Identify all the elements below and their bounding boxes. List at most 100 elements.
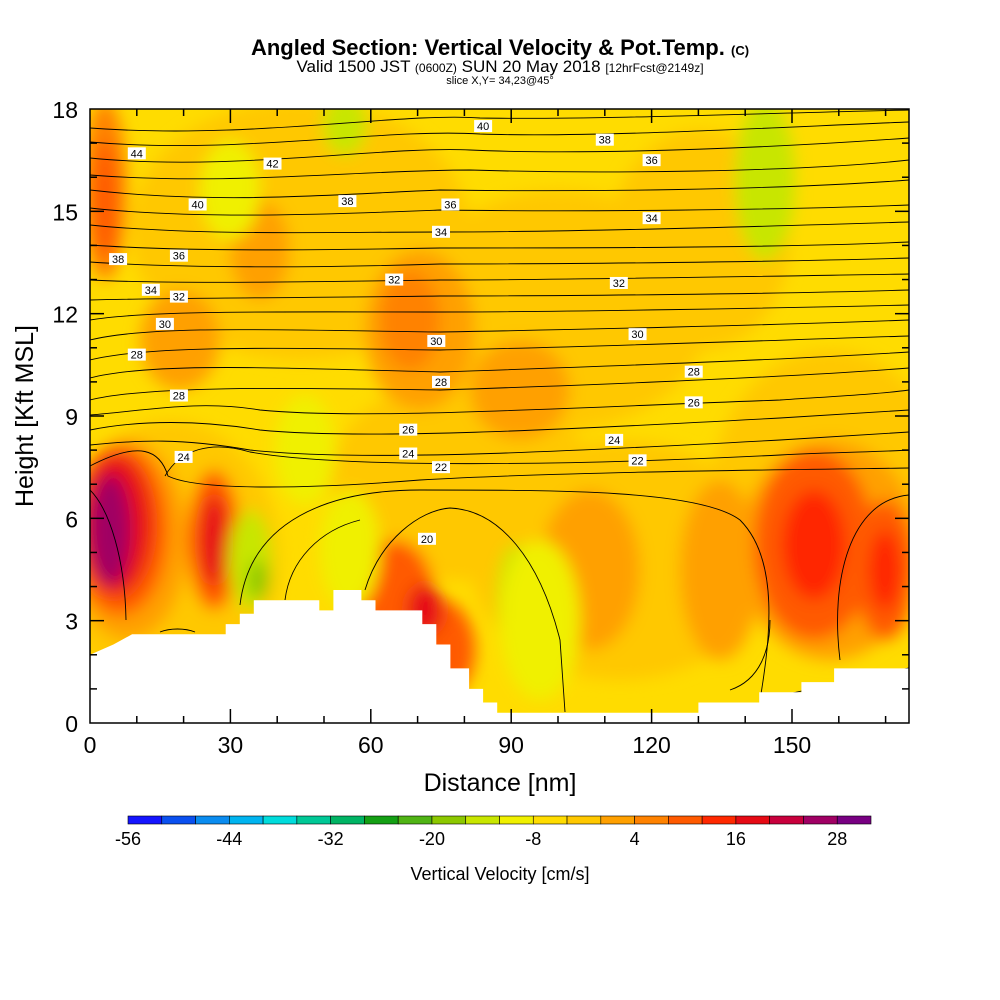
x-tick-label: 30 xyxy=(218,732,244,758)
contour-label: 28 xyxy=(684,365,703,379)
contour-label: 32 xyxy=(385,273,404,287)
colorbar-swatch xyxy=(364,815,399,825)
colorbar-swatch xyxy=(668,815,703,825)
contour-label-text: 32 xyxy=(613,278,625,290)
contour-label-text: 44 xyxy=(131,148,143,160)
colorbar-tick-label: 4 xyxy=(630,829,640,849)
colorbar-label: Vertical Velocity [cm/s] xyxy=(410,864,589,884)
x-tick-label: 60 xyxy=(358,732,384,758)
contour-label-text: 30 xyxy=(631,329,643,341)
colorbar-swatch xyxy=(836,815,872,825)
contour-label-text: 38 xyxy=(599,135,611,147)
x-tick-label: 120 xyxy=(632,732,670,758)
terrain-mask xyxy=(90,590,909,723)
colorbar-swatch xyxy=(296,815,331,825)
contour-label-text: 36 xyxy=(173,251,185,263)
contour-label: 34 xyxy=(141,283,160,297)
contour-label: 42 xyxy=(263,157,282,171)
contour-label-text: 42 xyxy=(266,159,278,171)
colorbar-swatch xyxy=(803,815,838,825)
valid-date: SUN 20 May 2018 xyxy=(461,57,601,76)
contour-label: 28 xyxy=(127,348,146,362)
x-tick-label: 0 xyxy=(84,732,97,758)
colorbar xyxy=(127,815,872,825)
valid-time: Valid 1500 JST xyxy=(296,57,411,76)
contour-label-text: 34 xyxy=(435,227,447,239)
x-axis-ticks: 0 30 60 90 120 150 xyxy=(84,109,887,758)
x-tick-label: 150 xyxy=(773,732,811,758)
colorbar-swatch xyxy=(532,815,568,825)
colorbar-swatch xyxy=(566,815,602,825)
contour-label-text: 34 xyxy=(145,285,157,297)
contour-label-text: 32 xyxy=(388,275,400,287)
contour-label-text: 22 xyxy=(435,462,447,474)
chart-header: Angled Section: Vertical Velocity & Pot.… xyxy=(0,36,1000,87)
contour-label: 32 xyxy=(169,290,188,304)
chart-subtitle: Valid 1500 JST (0600Z) SUN 20 May 2018 [… xyxy=(0,57,1000,76)
x-axis-label: Distance [nm] xyxy=(424,769,577,797)
contour-label-text: 28 xyxy=(688,367,700,379)
contour-label-text: 34 xyxy=(645,213,657,225)
contour-label: 36 xyxy=(441,198,460,212)
colorbar-swatch xyxy=(600,815,635,825)
contour-label-text: 28 xyxy=(435,377,447,389)
contour-label-text: 22 xyxy=(631,455,643,467)
contour-label: 38 xyxy=(109,253,128,266)
colorbar-swatch xyxy=(127,815,163,825)
y-tick-label: 15 xyxy=(52,199,78,225)
contour-label: 30 xyxy=(155,317,174,331)
contour-label: 40 xyxy=(188,198,207,212)
y-tick-label: 9 xyxy=(65,404,78,430)
colorbar-tick-label: -8 xyxy=(525,829,541,849)
y-axis-label: Height [Kft MSL] xyxy=(11,325,39,507)
colorbar-swatch xyxy=(769,815,804,825)
contour-label-text: 26 xyxy=(402,425,414,437)
y-tick-label: 6 xyxy=(65,506,78,532)
contour-label: 30 xyxy=(427,334,446,348)
contour-label-text: 36 xyxy=(645,155,657,167)
contour-label-text: 26 xyxy=(688,397,700,409)
contour-label: 22 xyxy=(432,461,450,474)
colorbar-swatch xyxy=(634,815,669,825)
colorbar-swatch xyxy=(431,815,467,825)
colorbar-swatch xyxy=(397,815,433,825)
contour-label-text: 40 xyxy=(192,200,204,212)
chart-title: Angled Section: Vertical Velocity & Pot.… xyxy=(0,36,1000,63)
x-tick-label: 90 xyxy=(498,732,524,758)
utc-time: (0600Z) xyxy=(414,61,457,75)
colorbar-swatch xyxy=(195,815,230,825)
forecast-info: [12hrFcst@2149z] xyxy=(605,61,704,75)
contour-label: 28 xyxy=(169,389,188,403)
contour-label: 36 xyxy=(169,249,188,263)
y-tick-label: 3 xyxy=(65,609,78,635)
contour-label: 26 xyxy=(684,396,703,409)
contour-label-text: 40 xyxy=(477,121,489,133)
colorbar-swatch xyxy=(262,815,298,825)
contour-label: 32 xyxy=(609,276,628,290)
contour-label: 24 xyxy=(605,433,624,447)
colorbar-tick-label: -32 xyxy=(318,829,344,849)
contour-label-text: 24 xyxy=(402,449,414,461)
title-main: Angled Section: Vertical Velocity & Pot.… xyxy=(250,35,725,60)
contour-label-text: 32 xyxy=(173,292,185,304)
colorbar-swatch xyxy=(499,815,534,825)
contour-label-text: 38 xyxy=(112,254,124,266)
contour-label: 40 xyxy=(474,120,493,133)
slice-info: slice X,Y= 34,23@45° xyxy=(446,75,554,87)
contour-label-text: 30 xyxy=(159,319,171,331)
potential-temperature-isentropes xyxy=(90,109,909,713)
colorbar-tick-label: -20 xyxy=(419,829,445,849)
contour-label: 34 xyxy=(642,212,661,225)
colorbar-tick-label: -56 xyxy=(115,829,141,849)
y-tick-label: 0 xyxy=(65,711,78,737)
colorbar-swatch xyxy=(465,815,500,825)
contour-label: 30 xyxy=(628,328,647,341)
title-mark: (C) xyxy=(731,43,750,58)
contour-label-text: 36 xyxy=(444,200,456,212)
colorbar-swatch xyxy=(701,815,737,825)
contour-label: 26 xyxy=(399,423,418,437)
contour-label-text: 24 xyxy=(608,435,620,447)
colorbar-swatch xyxy=(330,815,365,825)
contour-label: 22 xyxy=(628,454,647,467)
